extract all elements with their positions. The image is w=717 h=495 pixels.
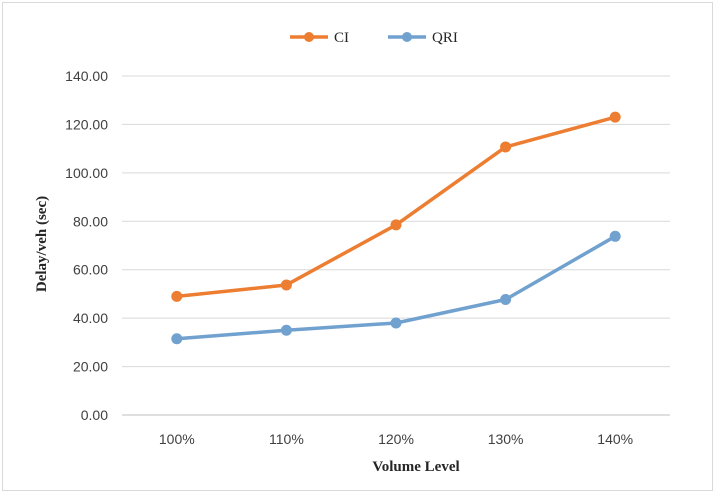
y-tick-label: 80.00: [73, 213, 108, 229]
y-tick-labels: 0.00 20.00 40.00 60.00 80.00 100.00 120.00 140.…: [65, 68, 108, 423]
legend-item-ci: CI: [290, 30, 349, 46]
data-point: [609, 111, 621, 123]
data-point: [500, 141, 512, 153]
series-ci: [171, 111, 621, 302]
x-tick-labels: 100% 110% 120% 130% 140%: [159, 431, 633, 447]
y-tick-label: 60.00: [73, 262, 108, 278]
x-tick-label: 120%: [378, 431, 414, 447]
x-axis-title: Volume Level: [372, 459, 459, 475]
legend-label: QRI: [432, 30, 458, 46]
legend-marker: [304, 32, 314, 42]
data-point: [609, 230, 621, 242]
data-point: [390, 219, 402, 231]
x-tick-label: 110%: [269, 431, 304, 447]
y-tick-label: 140.00: [65, 68, 108, 84]
legend-marker: [402, 32, 412, 42]
series-group: [171, 111, 621, 345]
y-tick-label: 40.00: [73, 310, 108, 326]
data-point: [280, 324, 292, 336]
y-axis-title: Delay/veh (sec): [34, 196, 50, 292]
x-tick-label: 130%: [488, 431, 524, 447]
y-tick-label: 120.00: [65, 116, 108, 132]
y-tick-label: 20.00: [73, 359, 108, 375]
x-tick-label: 100%: [159, 431, 195, 447]
legend-item-qri: QRI: [388, 30, 458, 46]
y-tick-label: 100.00: [65, 165, 108, 181]
legend-label: CI: [334, 30, 349, 46]
data-point: [500, 293, 512, 305]
series-qri: [171, 230, 621, 345]
gridlines: [122, 75, 670, 416]
legend: CI QRI: [290, 30, 458, 46]
y-tick-label: 0.00: [81, 407, 108, 423]
data-point: [171, 290, 183, 302]
data-point: [390, 317, 402, 329]
data-point: [280, 279, 292, 291]
data-point: [171, 333, 183, 345]
x-tick-label: 140%: [597, 431, 633, 447]
